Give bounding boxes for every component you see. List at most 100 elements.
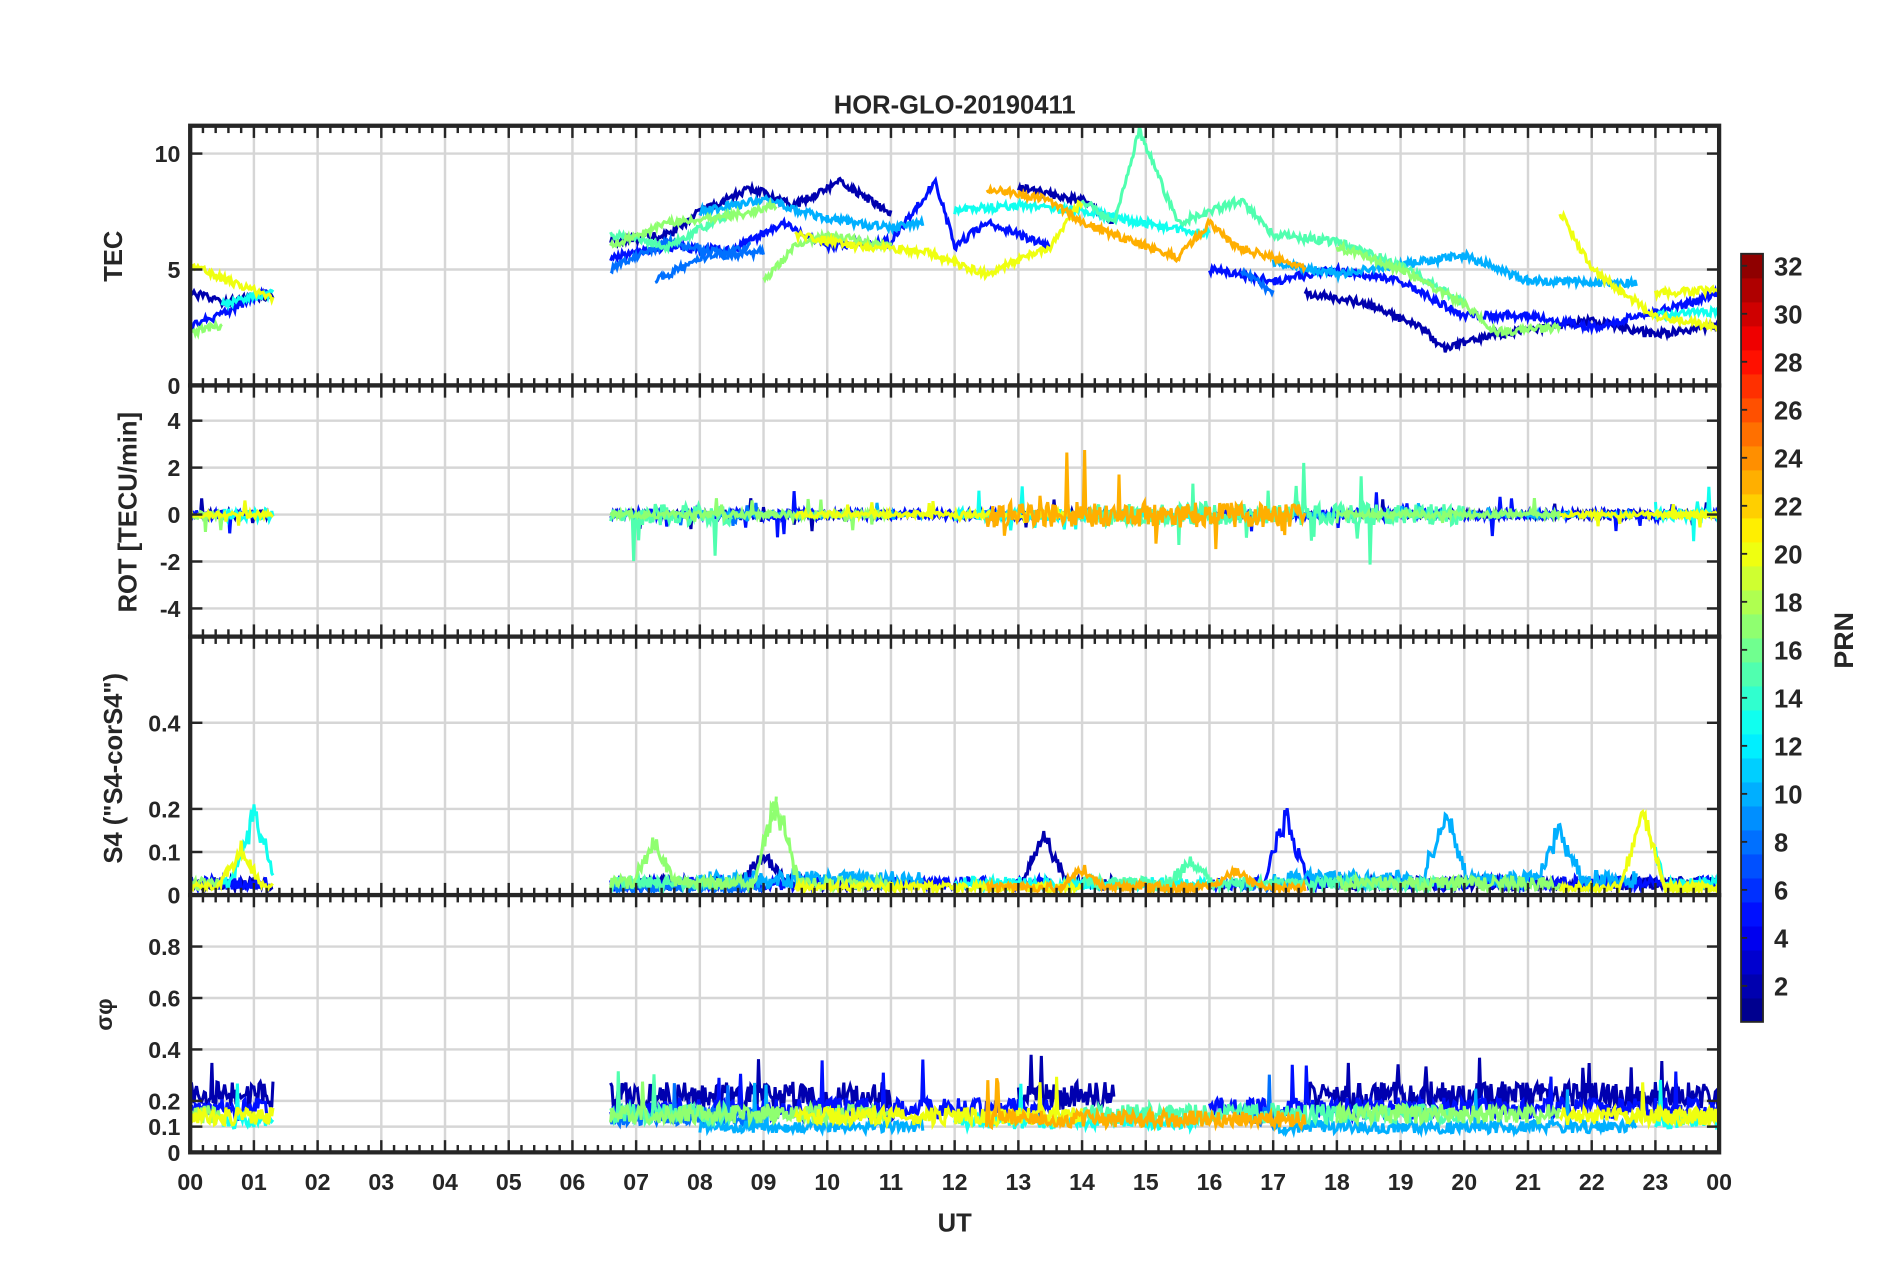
series-line-prn-2 bbox=[609, 1059, 893, 1115]
series-line-prn-13 bbox=[220, 804, 275, 890]
series-line-prn-17 bbox=[609, 796, 778, 895]
colorbar-segment bbox=[1741, 925, 1764, 951]
series-line-prn-17 bbox=[609, 498, 778, 524]
y-axis-label-tec: TEC bbox=[100, 231, 128, 282]
chart-title: HOR-GLO-20190411 bbox=[834, 92, 1076, 120]
x-tick-label: 00 bbox=[1706, 1169, 1732, 1195]
series-line-prn-2 bbox=[609, 176, 893, 250]
series-line-prn-20 bbox=[1654, 855, 1720, 896]
series-line-prn-8 bbox=[1239, 266, 1275, 298]
colorbar-segment bbox=[1741, 805, 1764, 831]
series-line-prn-5 bbox=[1208, 261, 1720, 336]
series-line-prn-20 bbox=[190, 1106, 275, 1128]
y-tick-label: -2 bbox=[160, 549, 181, 575]
x-tick-label: 14 bbox=[1069, 1169, 1095, 1195]
colorbar-segment bbox=[1741, 541, 1764, 567]
x-tick-label: 13 bbox=[1005, 1169, 1031, 1195]
y-tick-label: 0 bbox=[168, 373, 181, 399]
y-axis-label-s4: S4 ("S4-corS4") bbox=[100, 673, 128, 864]
colorbar-segment bbox=[1741, 997, 1764, 1023]
series-line-prn-10 bbox=[698, 193, 925, 236]
colorbar-segment bbox=[1741, 709, 1764, 735]
x-tick-label: 01 bbox=[241, 1169, 267, 1195]
series-line-prn-17 bbox=[1335, 1100, 1562, 1129]
colorbar-segment bbox=[1741, 637, 1764, 663]
y-tick-label: 2 bbox=[168, 455, 181, 481]
series-line-prn-17 bbox=[1335, 871, 1562, 896]
x-tick-label: 19 bbox=[1388, 1169, 1414, 1195]
colorbar-segment bbox=[1741, 853, 1764, 879]
colorbar-tick-label: 22 bbox=[1774, 494, 1802, 522]
colorbar-segment bbox=[1741, 253, 1764, 279]
colorbar-segment bbox=[1741, 589, 1764, 615]
colorbar-segment bbox=[1741, 421, 1764, 447]
y-tick-label: 0.1 bbox=[148, 840, 180, 866]
series-line-prn-20 bbox=[794, 199, 1084, 282]
y-tick-label: 0.2 bbox=[148, 1088, 180, 1114]
series-group bbox=[190, 1054, 1720, 1139]
series-line-prn-13 bbox=[953, 197, 1211, 241]
colorbar-segment bbox=[1741, 469, 1764, 495]
series-line-prn-20 bbox=[190, 262, 275, 306]
y-axis-label-rot: ROT [TECU/min] bbox=[115, 412, 143, 612]
colorbar-segment bbox=[1741, 445, 1764, 471]
colorbar-segment bbox=[1741, 565, 1764, 591]
x-tick-label: 06 bbox=[560, 1169, 586, 1195]
x-tick-label: 04 bbox=[432, 1169, 458, 1195]
x-tick-label: 15 bbox=[1133, 1169, 1159, 1195]
colorbar-tick-label: 18 bbox=[1774, 590, 1802, 618]
panel-tec: 0 5 10 TEC bbox=[100, 123, 1722, 399]
colorbar-segment bbox=[1741, 277, 1764, 303]
y-tick-label: 0 bbox=[168, 502, 181, 528]
x-tick-label: 02 bbox=[305, 1169, 331, 1195]
series-line-prn-17 bbox=[1335, 497, 1562, 524]
x-tick-label: 08 bbox=[687, 1169, 713, 1195]
y-tick-label: 0 bbox=[168, 883, 181, 909]
y-tick-label: 0 bbox=[168, 1140, 181, 1166]
colorbar-segment bbox=[1741, 613, 1764, 639]
series-line-prn-23 bbox=[984, 1077, 1307, 1133]
panel-sigma: 00.10.2 0.4 0.6 0.8 σφ bbox=[91, 892, 1722, 1166]
x-tick-label: 18 bbox=[1324, 1169, 1350, 1195]
x-tick-label: 22 bbox=[1579, 1169, 1605, 1195]
colorbar-segment bbox=[1741, 949, 1764, 975]
x-tick-label: 11 bbox=[879, 1169, 904, 1195]
colorbar-tick-label: 32 bbox=[1774, 254, 1802, 282]
series-line-prn-23 bbox=[985, 183, 1307, 274]
y-tick-label: 0.4 bbox=[148, 710, 180, 736]
colorbar-tick-label: 10 bbox=[1774, 782, 1802, 810]
y-tick-label: 0.4 bbox=[148, 1037, 180, 1063]
y-tick-label: 4 bbox=[168, 408, 181, 434]
colorbar-segment bbox=[1741, 781, 1764, 807]
series-group bbox=[190, 796, 1720, 896]
x-tick-label: 12 bbox=[942, 1169, 968, 1195]
colorbar-tick-label: 6 bbox=[1774, 878, 1788, 906]
colorbar-segment bbox=[1741, 685, 1764, 711]
colorbar-tick-label: 8 bbox=[1774, 830, 1788, 858]
y-tick-label: 0.6 bbox=[148, 986, 180, 1012]
y-tick-label: 0.2 bbox=[148, 796, 180, 822]
x-axis-label: UT bbox=[938, 1210, 972, 1238]
series-line-prn-17 bbox=[609, 196, 778, 249]
colorbar-tick-label: 14 bbox=[1774, 686, 1803, 714]
series-line-prn-17 bbox=[609, 1081, 778, 1129]
x-tick-label: 07 bbox=[623, 1169, 649, 1195]
colorbar-tick-label: 30 bbox=[1774, 302, 1802, 330]
colorbar-tick-label: 4 bbox=[1774, 926, 1789, 954]
x-tick-label: 09 bbox=[751, 1169, 777, 1195]
colorbar-tick-label: 16 bbox=[1774, 638, 1802, 666]
series-line-prn-8 bbox=[654, 241, 751, 284]
x-tick-label: 16 bbox=[1197, 1169, 1223, 1195]
colorbar-frame bbox=[1740, 252, 1764, 1023]
colorbar-segment bbox=[1741, 829, 1764, 855]
x-tick-label: 10 bbox=[814, 1169, 840, 1195]
series-group bbox=[190, 125, 1720, 353]
colorbar-segment bbox=[1741, 397, 1764, 423]
series-line-prn-23 bbox=[984, 450, 1307, 550]
series-line-prn-2 bbox=[1303, 1057, 1720, 1115]
colorbar-segment bbox=[1741, 733, 1764, 759]
series-line-prn-20 bbox=[190, 500, 274, 526]
